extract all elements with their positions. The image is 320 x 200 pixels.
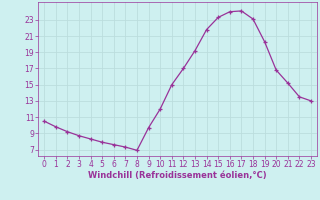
X-axis label: Windchill (Refroidissement éolien,°C): Windchill (Refroidissement éolien,°C): [88, 171, 267, 180]
